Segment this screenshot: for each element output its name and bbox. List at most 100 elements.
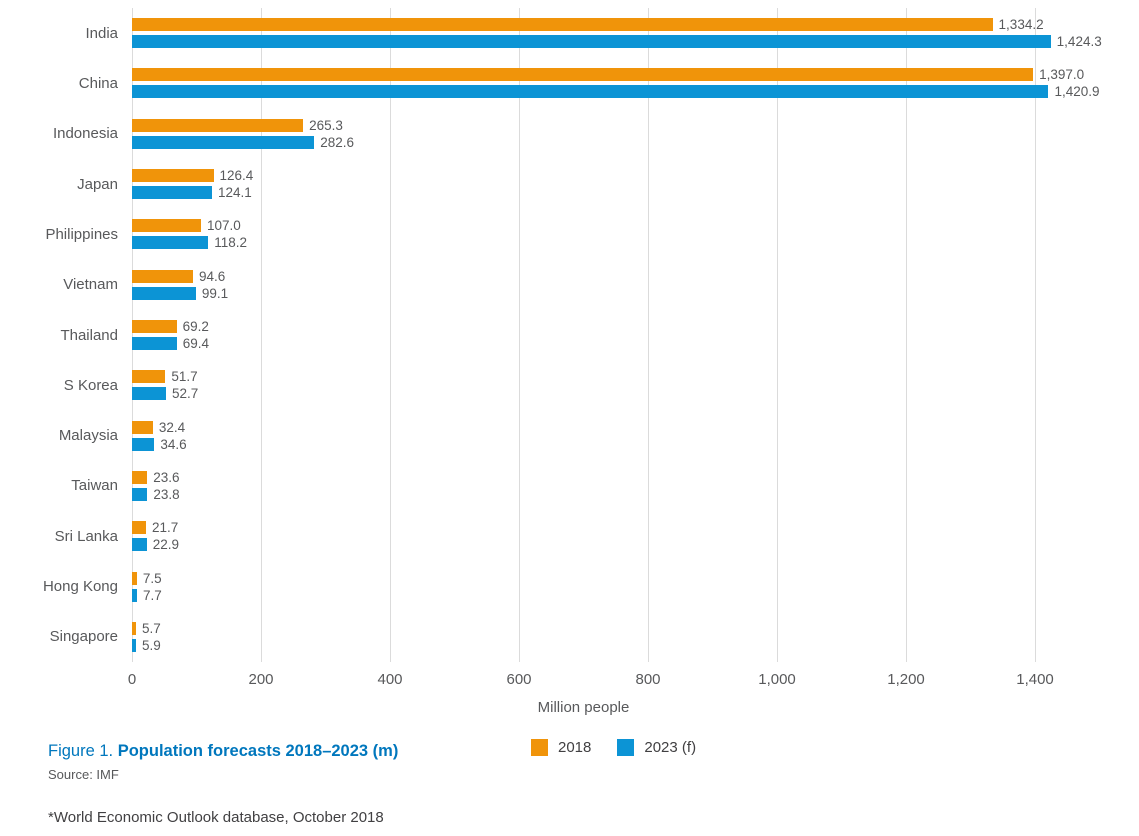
bar-2023f [132,85,1049,99]
category-label: Vietnam [63,276,118,294]
gridline [390,8,391,662]
legend-label-2018: 2018 [558,739,592,756]
bar-pair: 94.6 99.1 [132,268,229,301]
bar-pair: 107.0 118.2 [132,218,247,250]
x-tick-label: 800 [635,671,661,688]
category-label: India [85,24,118,42]
bar-line: 21.7 [132,520,179,535]
bar-line: 32.4 [132,420,187,435]
bar-2018 [132,68,1034,82]
bar-2018 [132,269,194,283]
bar-2023f [132,588,137,602]
bar-2018 [132,521,146,535]
bar-line: 69.4 [132,336,210,352]
value-label: 94.6 [199,268,226,284]
bar-line: 107.0 [132,218,247,234]
footnote: *World Economic Outlook database, Octobe… [48,809,384,826]
bar-pair: 5.7 5.9 [132,621,161,653]
figure-number: Figure 1. [48,742,114,760]
gridline [777,8,778,662]
bar-row: Vietnam 94.6 99.1 [0,260,1139,310]
bar-pair: 23.6 23.8 [132,470,180,502]
bar-2018 [132,420,153,434]
value-label: 7.7 [142,587,162,603]
bar-line: 52.7 [132,386,199,402]
bar-2018 [132,169,214,183]
bar-row: Taiwan 23.6 23.8 [0,461,1139,511]
x-tick-label: 400 [377,671,403,688]
bar-2023f [132,487,148,501]
bar-pair: 1,397.0 1,420.9 [132,67,1100,100]
category-label: China [78,74,118,92]
bar-line: 126.4 [132,168,253,183]
value-label: 107.0 [207,218,241,234]
bar-row: Singapore 5.7 5.9 [0,612,1139,662]
bar-2023f [132,638,136,652]
bar-line: 5.9 [132,637,161,653]
bar-line: 99.1 [132,285,229,301]
x-axis: 0 200 400 600 800 1,000 1,200 1,400 [128,671,1054,691]
value-label: 52.7 [171,386,199,402]
bar-line: 282.6 [132,134,355,150]
bar-line: 1,424.3 [132,34,1102,49]
x-tick-label: 200 [248,671,274,688]
category-label: Singapore [49,628,118,646]
gridline [519,8,520,662]
category-label: Japan [77,175,118,193]
value-label: 69.2 [182,319,209,335]
category-label: Sri Lanka [54,527,118,545]
value-label: 124.1 [218,185,252,201]
bar-line: 265.3 [132,118,354,133]
bar-line: 5.7 [132,621,161,636]
bar-line: 23.6 [132,470,180,485]
x-tick-label: 1,400 [1016,671,1054,688]
gridline [906,8,907,662]
source-note: Source: IMF [48,767,119,782]
value-label: 282.6 [320,134,355,150]
bar-2023f [132,387,166,401]
value-label: 1,420.9 [1054,84,1100,100]
bar-2023f [132,35,1051,49]
legend-label-2023: 2023 (f) [644,739,697,756]
value-label: 99.1 [201,285,229,301]
value-label: 69.4 [182,336,210,352]
bar-2018 [132,18,993,32]
legend: 2018 2023 (f) [531,739,696,756]
bar-2023f [132,337,177,351]
bar-2018 [132,470,148,484]
legend-swatch-2018 [531,739,548,756]
figure-title: Population forecasts 2018–2023 (m) [117,742,399,760]
bar-line: 7.5 [132,570,162,586]
bar-2023f [132,538,147,552]
bar-line: 23.8 [132,486,180,502]
gridline [1035,8,1036,662]
bar-line: 94.6 [132,268,228,284]
gridline [132,8,133,662]
bar-row: Philippines 107.0 118.2 [0,209,1139,259]
bar-row: Indonesia 265.3 282.6 [0,109,1139,159]
value-label: 5.9 [142,637,161,653]
bar-pair: 32.4 34.6 [132,420,187,452]
value-label: 51.7 [171,369,198,385]
bar-line: 1,420.9 [132,84,1100,100]
category-label: Hong Kong [42,578,118,596]
bar-2023f [132,286,196,300]
x-tick-label: 0 [127,671,137,688]
bar-pair: 1,334.2 1,424.3 [132,17,1102,49]
x-tick-label: 1,200 [887,671,925,688]
value-label: 34.6 [160,436,187,452]
x-tick-label: 1,000 [758,671,796,688]
bar-2018 [132,571,137,585]
bar-row: S Korea 51.7 52.7 [0,360,1139,410]
bar-2023f [132,135,315,149]
bar-line: 124.1 [132,185,253,201]
value-label: 7.5 [142,570,162,586]
bar-pair: 51.7 52.7 [132,369,199,402]
bar-row: Thailand 69.2 69.4 [0,310,1139,360]
value-label: 23.8 [153,486,180,502]
value-label: 1,334.2 [998,17,1044,33]
bar-line: 1,334.2 [132,17,1102,33]
bar-pair: 69.2 69.4 [132,319,210,352]
legend-swatch-2023 [617,739,635,756]
